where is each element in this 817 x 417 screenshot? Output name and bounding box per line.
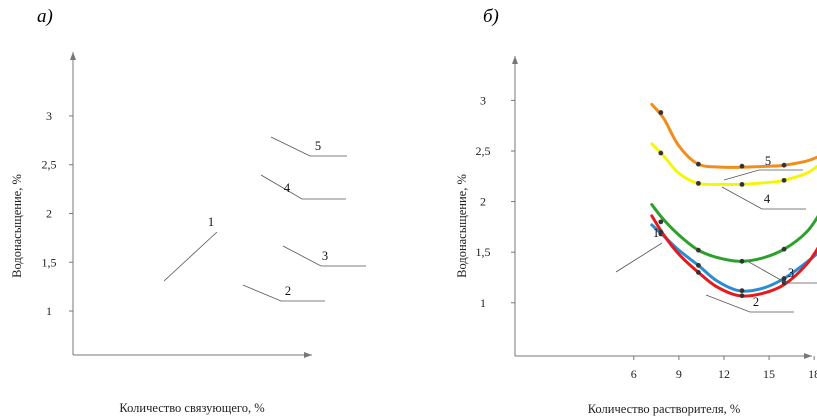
data-point-series-5	[781, 162, 787, 168]
curve-label-5: 5	[765, 154, 771, 168]
leader-line-5	[270, 136, 347, 157]
curve-label-3: 3	[788, 266, 794, 280]
y-tick-label: 1,5	[476, 245, 491, 259]
leader-line-1	[615, 242, 663, 273]
data-point-series-2	[658, 229, 664, 235]
series-line-2	[650, 214, 817, 298]
data-point-series-2	[739, 293, 745, 299]
y-axis-arrow	[70, 52, 76, 60]
y-tick-label: 1,5	[42, 255, 57, 269]
data-point-series-5	[658, 110, 664, 115]
leader-line-2	[705, 294, 794, 313]
x-tick-label: 12	[718, 367, 730, 381]
curve-label-4: 4	[284, 181, 291, 195]
data-point-series-1	[658, 219, 664, 225]
curve-label-2: 2	[285, 284, 291, 298]
data-point-series-1	[781, 246, 787, 252]
y-axis-title: Водонасыщение, %	[10, 174, 24, 278]
leader-line-3	[282, 245, 366, 267]
data-point-series-3	[781, 276, 787, 281]
y-tick-label: 2	[46, 206, 52, 220]
panel-label: б)	[483, 6, 499, 27]
data-point-series-4	[781, 177, 787, 183]
curve-label-1: 1	[653, 226, 659, 240]
panel-label: а)	[37, 6, 53, 27]
series-line-5	[650, 102, 817, 169]
y-axis-title: Водонасыщение, %	[455, 174, 469, 278]
curve-label-5: 5	[315, 139, 321, 153]
x-axis-arrow	[304, 352, 312, 358]
chart-panel-b: б)11,522,536912151821Количество раствори…	[455, 6, 817, 416]
curve-label-4: 4	[764, 192, 771, 206]
y-tick-label: 1	[46, 304, 52, 318]
data-point-series-5	[696, 161, 701, 167]
y-tick-label: 2,5	[42, 158, 57, 172]
x-tick-label: 18	[808, 367, 817, 381]
data-point-series-4	[696, 180, 701, 186]
data-point-series-1	[739, 258, 745, 264]
chart-panel-a: а)11,522,535560657075Количество связующе…	[10, 6, 366, 415]
x-tick-label: 9	[676, 367, 682, 381]
y-tick-label: 3	[480, 93, 486, 107]
x-axis-title: Количество растворителя, %	[588, 402, 741, 416]
data-point-series-4	[739, 181, 745, 187]
y-tick-label: 2,5	[476, 144, 491, 158]
y-tick-label: 2	[480, 195, 486, 209]
curve-label-1: 1	[208, 215, 214, 229]
leader-line-5	[723, 169, 803, 181]
data-point-series-2	[696, 270, 701, 275]
x-axis-title: Количество связующего, %	[119, 401, 264, 415]
curve-label-2: 2	[753, 295, 759, 309]
curve-label-3: 3	[322, 249, 328, 263]
x-tick-label: 6	[631, 367, 637, 381]
leader-line-2	[242, 284, 325, 302]
leader-line-4	[260, 174, 346, 200]
leader-line-3	[748, 261, 817, 284]
y-axis-arrow	[512, 56, 518, 64]
data-point-series-4	[658, 150, 664, 156]
x-axis-arrow	[804, 353, 812, 359]
leader-line-4	[721, 186, 806, 210]
series-line-1	[650, 203, 817, 263]
data-point-series-3	[739, 288, 745, 294]
data-point-series-3	[696, 262, 701, 268]
y-tick-label: 3	[46, 109, 52, 123]
leader-line-1	[163, 231, 218, 282]
data-point-series-5	[739, 163, 745, 169]
y-tick-label: 1	[480, 296, 486, 310]
data-point-series-1	[696, 247, 701, 253]
x-tick-label: 15	[763, 367, 775, 381]
